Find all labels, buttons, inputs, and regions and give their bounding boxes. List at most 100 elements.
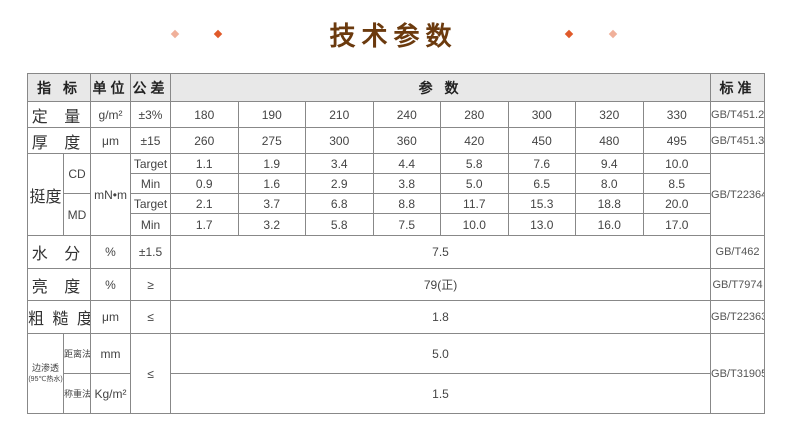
header-standard: 标准 (710, 73, 766, 102)
row-brightness: 亮 度% ≥79(正) GB/T7974 (26, 268, 766, 301)
row-label: 亮 度 (26, 268, 92, 301)
value-cell: 3.4 (305, 153, 374, 174)
tolerance-cell: ≥ (130, 268, 172, 301)
value-cell: 1.6 (237, 173, 307, 194)
unit-cell: μm (90, 300, 132, 334)
page-title: 技术参数 (329, 22, 458, 52)
edge-wicking-label: 边渗透 (95℃热水) (27, 333, 64, 414)
row-label: 粗 糙 度 (26, 300, 92, 334)
target-label: Target (130, 153, 172, 174)
value-cell: 210 (305, 101, 374, 128)
value-cell: 5.0 (440, 173, 509, 194)
cd-label: CD (62, 153, 92, 194)
row-stiffness-cd-target: 挺度 CD mN•m Target 1.1 1.9 3.4 4.4 5.8 7.6 9.4 1… (27, 153, 766, 236)
header-index: 指 标 (26, 73, 92, 102)
standard-cell: GB/T22363 (710, 300, 766, 334)
md-label: MD (62, 193, 92, 236)
value-cell: 320 (575, 101, 644, 128)
value-cell: 300 (305, 127, 374, 154)
header-tolerance: 公差 (130, 73, 172, 102)
value-cell: 190 (237, 101, 307, 128)
edge-wicking-tolerance: ≤ (130, 333, 172, 414)
value-cell: 300 (507, 101, 577, 128)
edge-wicking-title: 边渗透 (31, 362, 59, 373)
unit-cell: % (90, 268, 132, 301)
value-cell: 180 (170, 101, 239, 128)
value-cell: 4.4 (372, 153, 442, 174)
standard-cell: GB/T451.2 (710, 101, 766, 128)
value-cell: 275 (237, 127, 307, 154)
value-cell: 5.8 (305, 213, 374, 236)
value-cell: 15.3 (507, 193, 577, 214)
value-cell: 11.7 (440, 193, 509, 214)
distance-value: 5.0 (170, 333, 712, 374)
weight-unit: Kg/m² (90, 373, 132, 414)
tolerance-cell: ±1.5 (130, 235, 172, 269)
row-thickness: 厚 度 μm ±15 260 275 300 360 420 450 480 495 GB/T451.… (26, 127, 766, 154)
row-stiffness-md-min: Min 1.7 3.2 5.8 7.5 10.0 13.0 16.0 17.0 (28, 213, 765, 236)
unit-cell: μm (90, 127, 132, 154)
distance-method-label: 距离法 (62, 333, 92, 374)
edge-wicking-sublabel: (95℃热水) (28, 375, 63, 383)
row-stiffness-cd-min: Min 0.9 1.6 2.9 3.8 5.0 6.5 8.0 8.5 (28, 173, 765, 194)
tolerance-cell: ±15 (130, 127, 172, 154)
tolerance-cell: ≤ (130, 300, 172, 334)
value-cell: 10.0 (642, 153, 712, 174)
value-cell: 20.0 (642, 193, 712, 214)
value-cell: 3.2 (237, 213, 307, 236)
value-cell: 360 (372, 127, 442, 154)
row-edge-wicking-distance: 边渗透 (95℃热水) 距离法 mm ≤ 5.0 GB/T31905 (27, 333, 766, 414)
value-cell: 1.7 (170, 213, 239, 236)
value-cell: 2.9 (305, 173, 374, 194)
value-cell: 16.0 (575, 213, 644, 236)
value-cell: 0.9 (170, 173, 239, 194)
unit-cell: g/m² (90, 101, 132, 128)
target-label: Target (130, 193, 172, 214)
value-cell: 8.8 (372, 193, 442, 214)
header-params: 参 数 (170, 73, 712, 102)
value-cell: 7.5 (170, 235, 712, 269)
min-label: Min (130, 213, 172, 236)
value-cell: 6.8 (305, 193, 374, 214)
value-cell: 3.8 (372, 173, 442, 194)
tolerance-cell: ±3% (130, 101, 172, 128)
value-cell: 330 (642, 101, 712, 128)
distance-unit: mm (90, 333, 132, 374)
value-cell: 7.5 (372, 213, 442, 236)
value-cell: 3.7 (237, 193, 307, 214)
value-cell: 79(正) (170, 268, 712, 301)
row-edge-wicking-weight: 称重法 Kg/m² 1.5 (28, 373, 765, 414)
standard-cell: GB/T451.3 (710, 127, 766, 154)
unit-cell: % (90, 235, 132, 269)
row-basis-weight: 定 量 g/m² ±3% 180 190 210 240 280 300 320 330 GB/T45… (26, 101, 766, 128)
stiffness-label: 挺度 (27, 153, 64, 236)
spec-table: 指 标 单位 公差 参 数 标准 定 量 g/m² ±3% 180 190 210 240 2… (26, 73, 766, 414)
stiffness-unit: mN•m (90, 153, 132, 236)
value-cell: 13.0 (507, 213, 577, 236)
row-label: 定 量 (26, 101, 92, 128)
value-cell: 480 (575, 127, 644, 154)
row-roughness: 粗 糙 度 μm ≤1.8 GB/T22363 (26, 300, 766, 334)
value-cell: 9.4 (575, 153, 644, 174)
row-label: 厚 度 (26, 127, 92, 154)
value-cell: 6.5 (507, 173, 577, 194)
weight-method-label: 称重法 (62, 373, 92, 414)
row-label: 水 分 (26, 235, 92, 269)
value-cell: 1.1 (170, 153, 239, 174)
header-row: 指 标 单位 公差 参 数 标准 (26, 73, 766, 102)
standard-cell: GB/T7974 (710, 268, 766, 301)
value-cell: 8.5 (642, 173, 712, 194)
value-cell: 495 (642, 127, 712, 154)
min-label: Min (130, 173, 172, 194)
value-cell: 260 (170, 127, 239, 154)
value-cell: 280 (440, 101, 509, 128)
value-cell: 420 (440, 127, 509, 154)
value-cell: 240 (372, 101, 442, 128)
value-cell: 10.0 (440, 213, 509, 236)
value-cell: 8.0 (575, 173, 644, 194)
value-cell: 1.9 (237, 153, 307, 174)
value-cell: 7.6 (507, 153, 577, 174)
value-cell: 18.8 (575, 193, 644, 214)
value-cell: 450 (507, 127, 577, 154)
header-unit: 单位 (90, 73, 132, 102)
